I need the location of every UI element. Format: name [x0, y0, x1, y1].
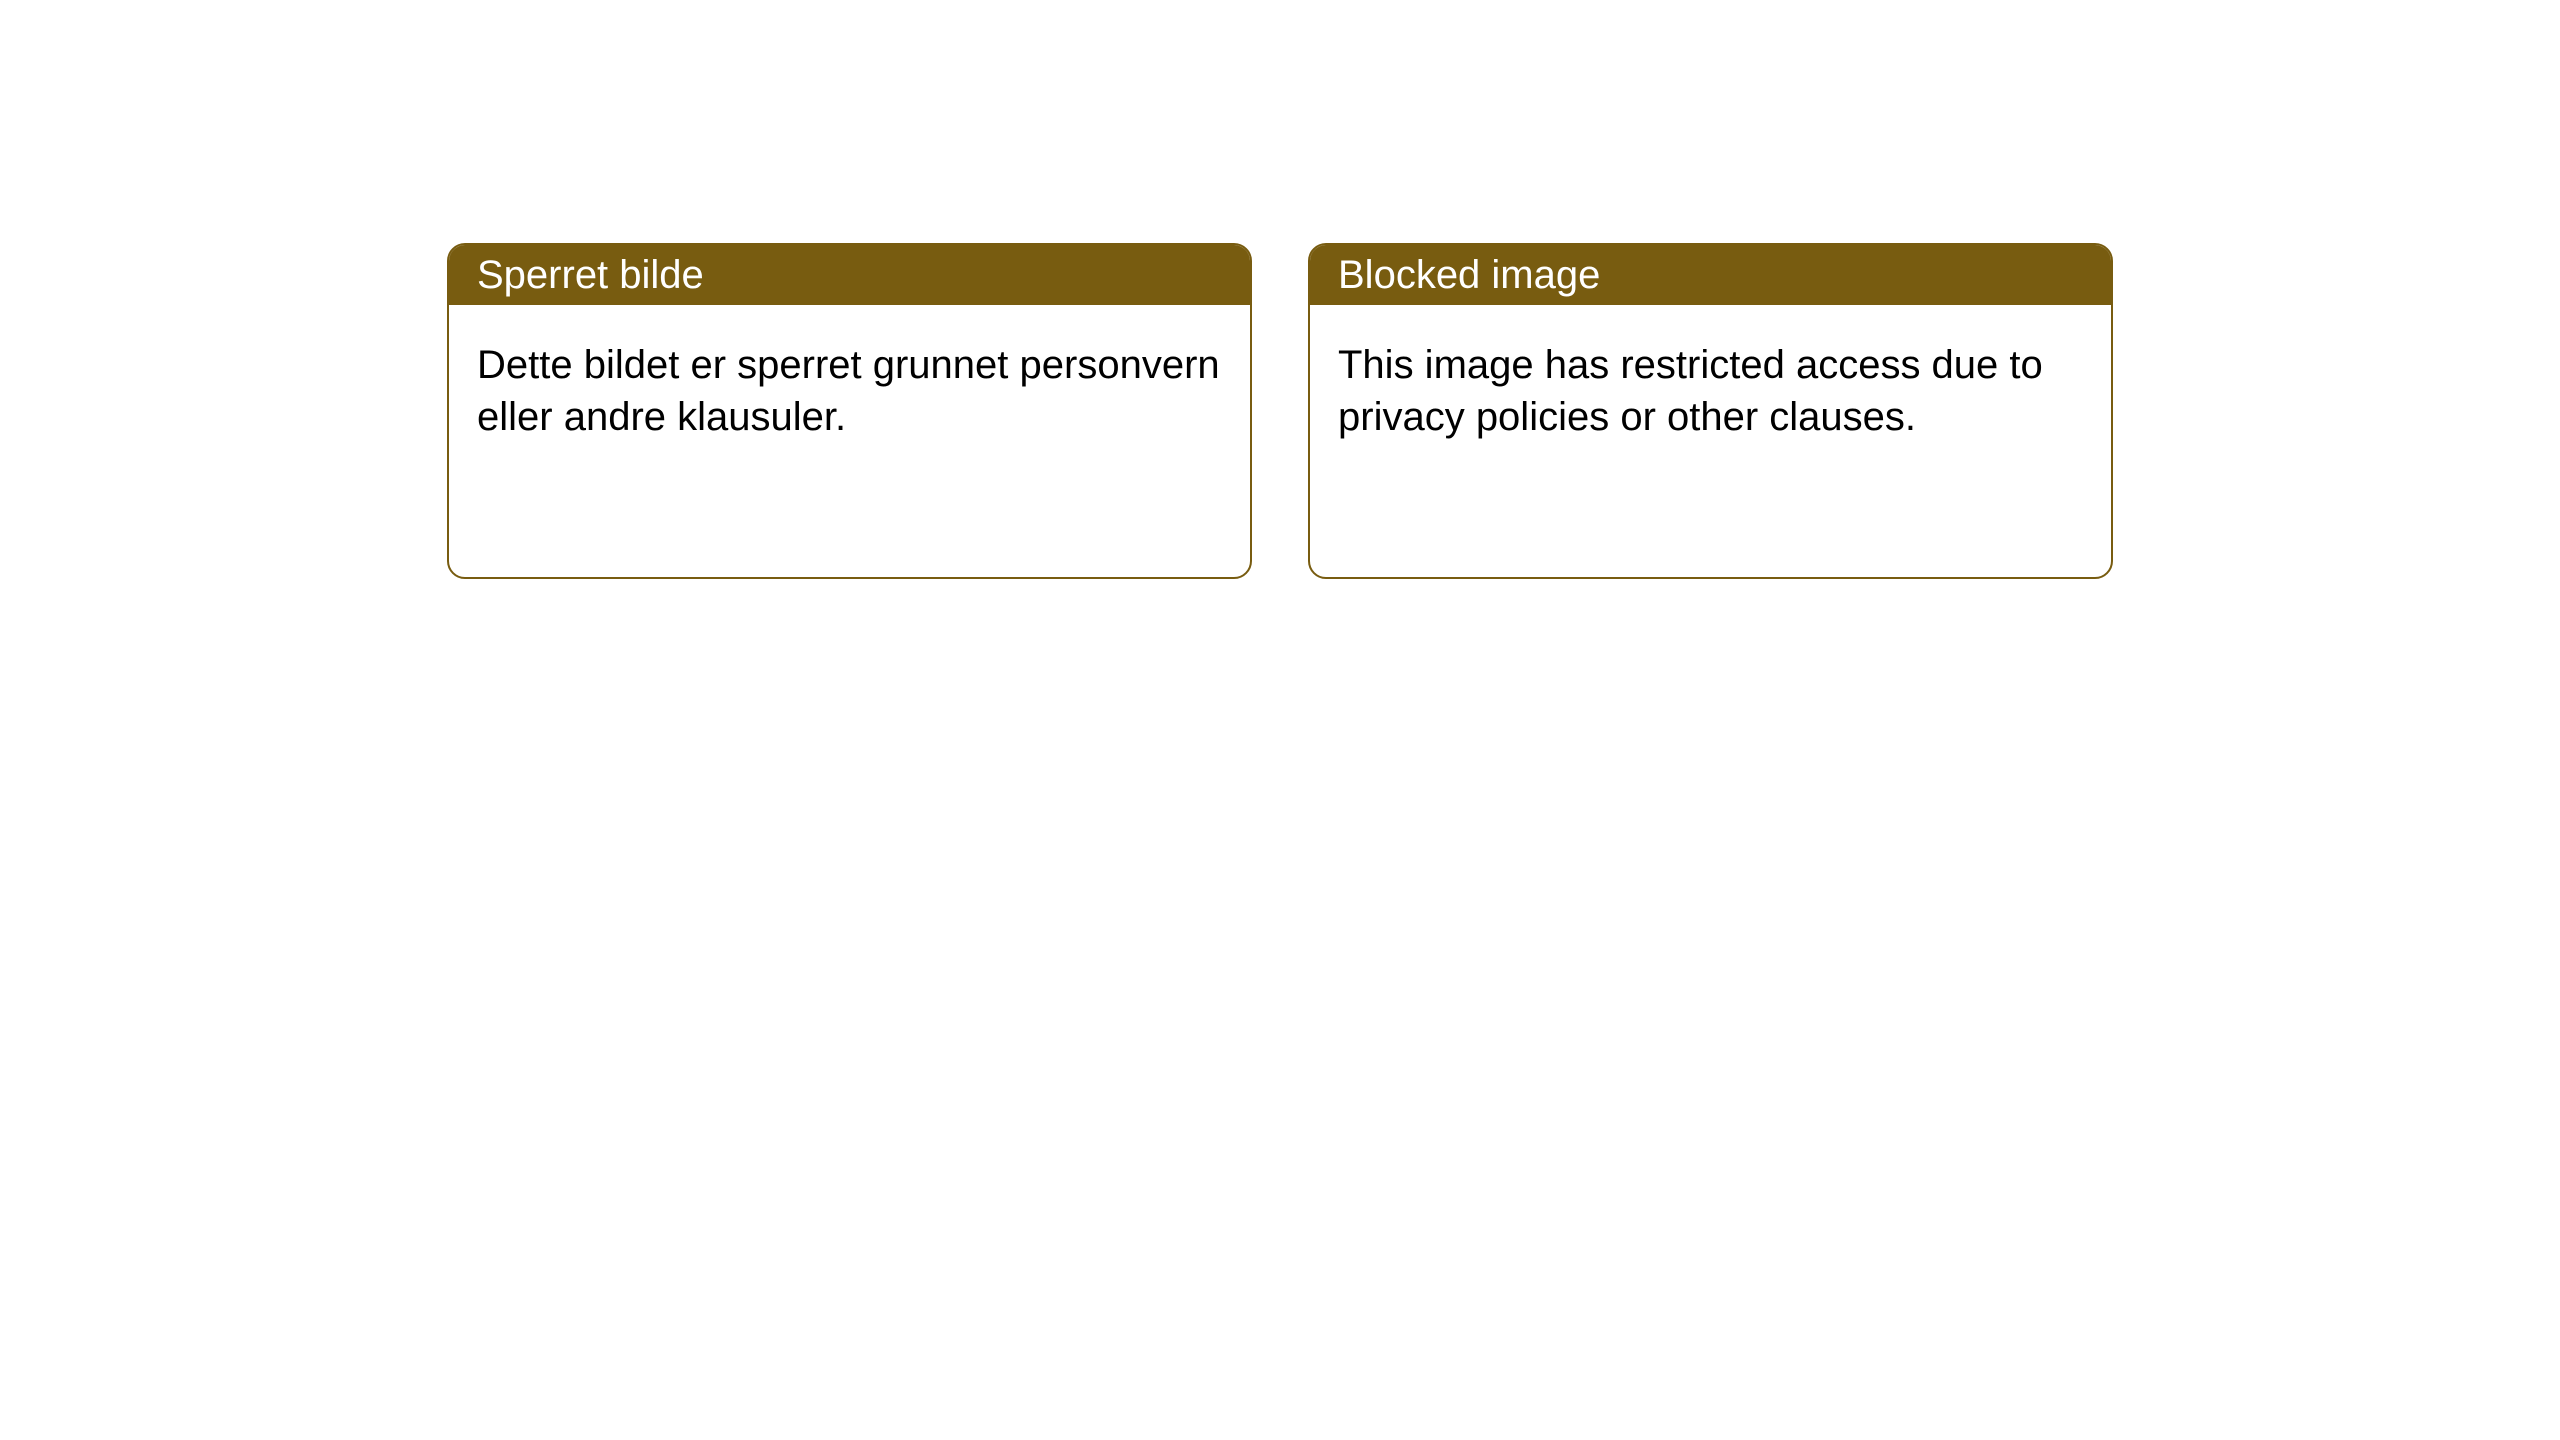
notice-body-text: Dette bildet er sperret grunnet personve… — [477, 343, 1220, 439]
notice-header: Blocked image — [1310, 245, 2111, 305]
notice-body: This image has restricted access due to … — [1310, 305, 2111, 477]
notice-box-english: Blocked image This image has restricted … — [1308, 243, 2113, 579]
notice-title: Sperret bilde — [477, 253, 704, 298]
notice-container: Sperret bilde Dette bildet er sperret gr… — [0, 0, 2560, 579]
notice-body-text: This image has restricted access due to … — [1338, 343, 2043, 439]
notice-box-norwegian: Sperret bilde Dette bildet er sperret gr… — [447, 243, 1252, 579]
notice-body: Dette bildet er sperret grunnet personve… — [449, 305, 1250, 477]
notice-header: Sperret bilde — [449, 245, 1250, 305]
notice-title: Blocked image — [1338, 253, 1600, 298]
